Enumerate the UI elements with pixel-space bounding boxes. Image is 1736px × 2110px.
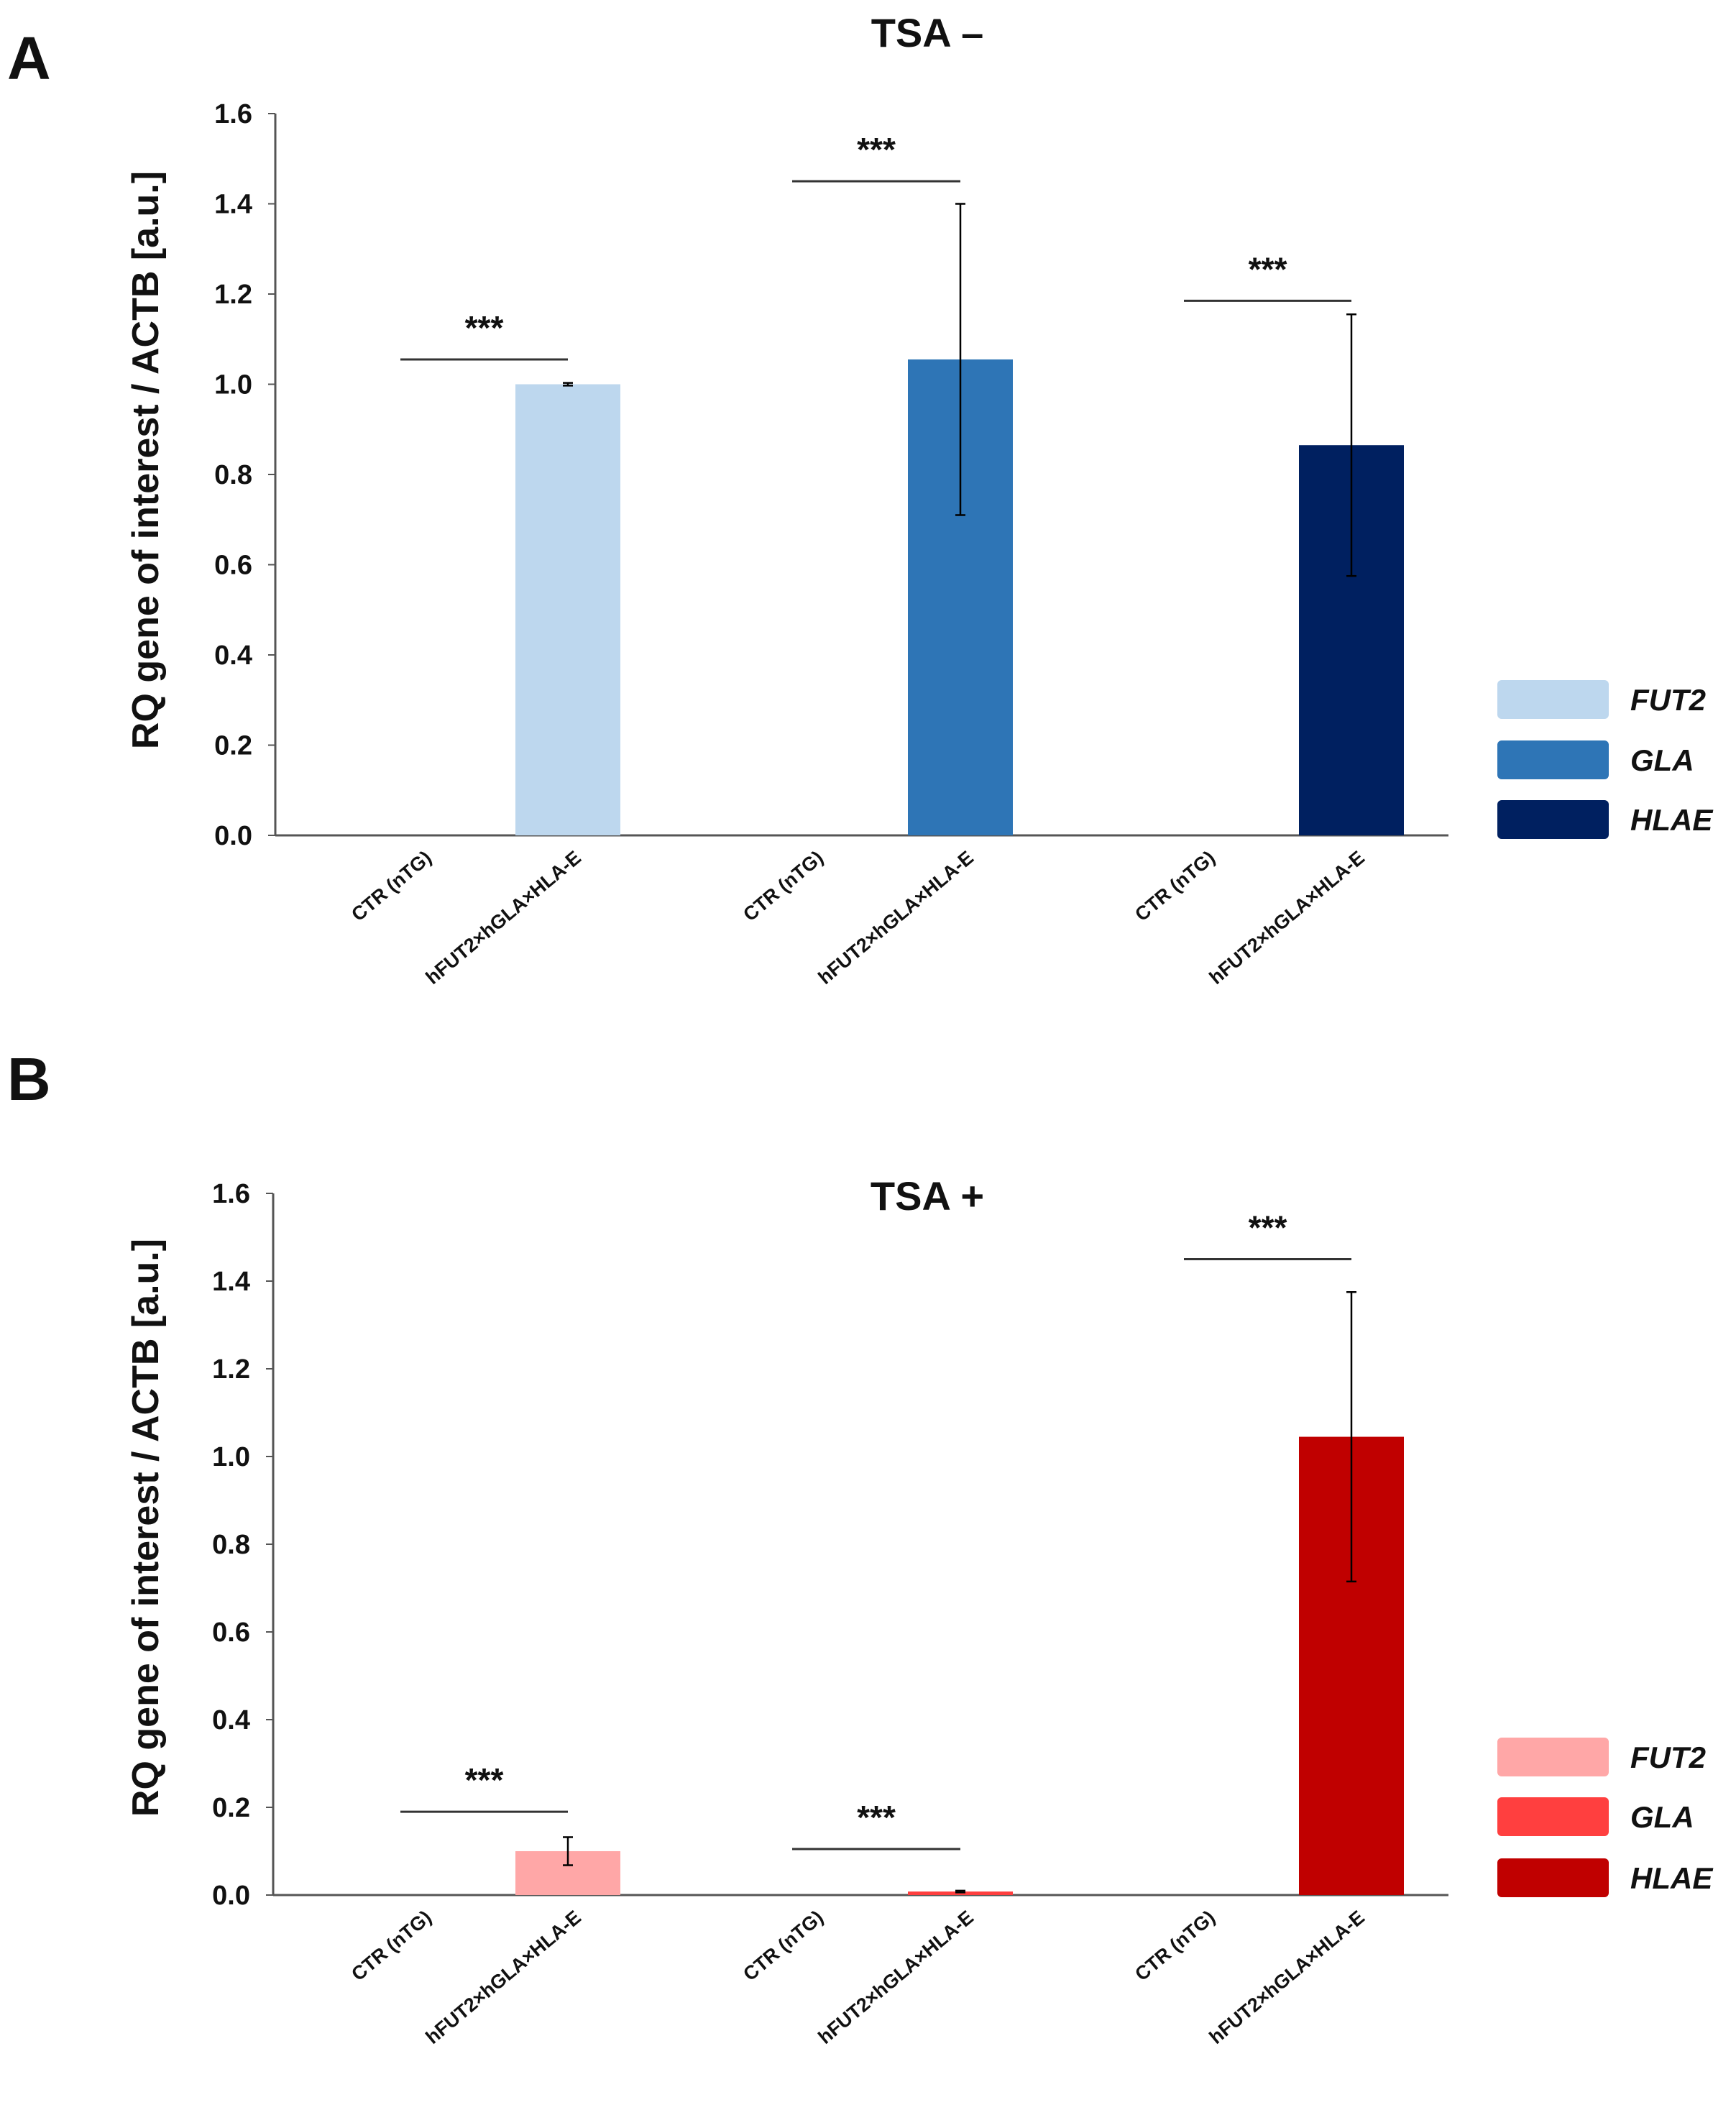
chart-title: TSA – — [871, 10, 984, 55]
y-tick-label: 0.6 — [212, 1618, 250, 1648]
y-tick-label: 1.6 — [214, 99, 252, 129]
y-axis-label: RQ gene of interest / ACTB [a.u.] — [125, 1239, 167, 1817]
panel-label: A — [7, 24, 51, 92]
significance-label: *** — [465, 1761, 504, 1799]
y-tick-label: 1.2 — [214, 280, 252, 310]
y-tick-label: 1.0 — [212, 1442, 250, 1472]
significance-label: *** — [465, 309, 504, 347]
y-tick-label: 1.2 — [212, 1354, 250, 1385]
legend-swatch-hlae — [1497, 800, 1609, 839]
legend-swatch-hlae — [1497, 1858, 1609, 1897]
legend-swatch-gla — [1497, 1797, 1609, 1836]
legend-label-gla: GLA — [1630, 1800, 1694, 1834]
y-tick-label: 0.0 — [214, 821, 252, 851]
y-tick-label: 0.4 — [212, 1705, 250, 1735]
legend-label-gla: GLA — [1630, 743, 1694, 777]
legend-label-hlae: HLAE — [1630, 803, 1714, 837]
y-tick-label: 0.6 — [214, 551, 252, 581]
legend-label-fut2: FUT2 — [1630, 683, 1706, 717]
significance-label: *** — [1249, 250, 1287, 288]
significance-label: *** — [857, 1799, 896, 1836]
significance-label: *** — [857, 131, 896, 168]
panel-label: B — [7, 1045, 51, 1113]
significance-label: *** — [1249, 1209, 1287, 1247]
legend: FUT2 GLA HLAE — [1497, 1738, 1714, 1897]
legend-swatch-gla — [1497, 740, 1609, 779]
legend: FUT2 GLA HLAE — [1497, 680, 1714, 839]
y-tick-label: 1.6 — [212, 1179, 250, 1209]
y-axis-label: RQ gene of interest / ACTB [a.u.] — [125, 171, 167, 749]
chart-title: TSA + — [871, 1173, 984, 1219]
y-tick-label: 1.4 — [212, 1267, 250, 1297]
legend-label-hlae: HLAE — [1630, 1861, 1714, 1895]
y-tick-label: 1.4 — [214, 190, 252, 220]
y-tick-label: 0.0 — [212, 1881, 250, 1911]
legend-swatch-fut2 — [1497, 680, 1609, 719]
legend-label-fut2: FUT2 — [1630, 1740, 1706, 1774]
bar-fut2 — [515, 384, 620, 835]
y-tick-label: 1.0 — [214, 370, 252, 400]
y-tick-label: 0.2 — [212, 1793, 250, 1823]
y-tick-label: 0.4 — [214, 641, 252, 671]
y-tick-label: 0.8 — [212, 1530, 250, 1560]
y-tick-label: 0.2 — [214, 731, 252, 761]
legend-swatch-fut2 — [1497, 1738, 1609, 1776]
y-tick-label: 0.8 — [214, 460, 252, 490]
